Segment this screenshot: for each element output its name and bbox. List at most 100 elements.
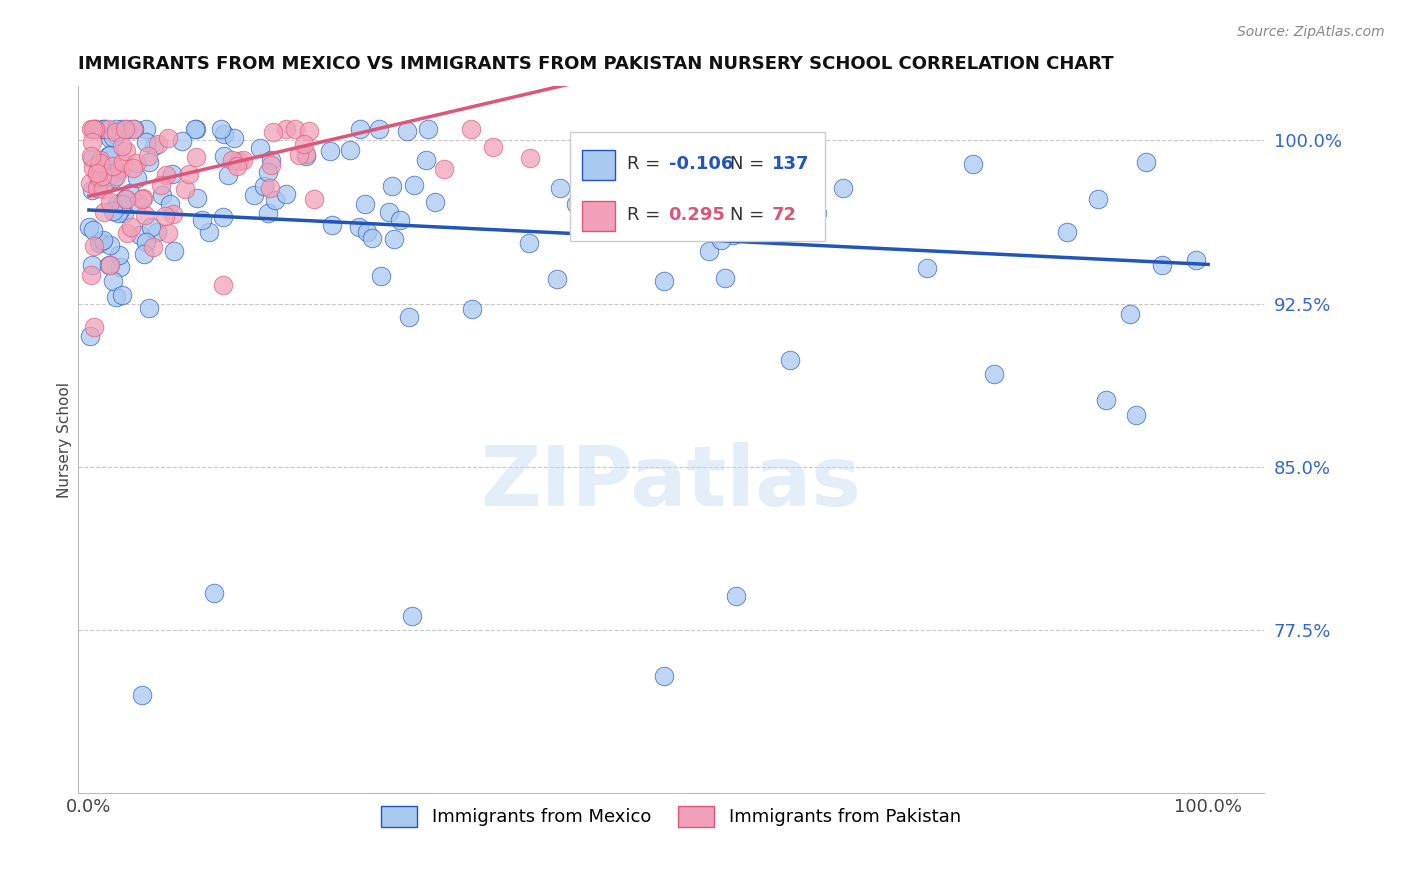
Point [295,149,318,163]
Point [87,179,110,194]
Point [983,368,1005,382]
Point [150,188,173,202]
Point [1056,225,1078,239]
Point [398,310,420,325]
Point [1152,258,1174,272]
Text: 0.295: 0.295 [668,205,725,224]
Point [257,206,280,220]
Point [714,271,737,285]
Point [131,193,153,207]
Point [115,226,138,240]
Point [212,278,235,293]
Point [779,190,801,204]
Point [108,203,131,218]
Point [321,219,343,233]
Point [80,258,103,272]
Point [77,220,100,235]
Point [111,122,134,136]
Point [93,122,115,136]
Point [298,124,321,138]
Point [156,131,179,145]
Point [222,131,245,145]
Point [125,170,148,185]
Point [107,206,129,220]
Point [1125,408,1147,422]
Point [136,149,159,163]
Point [127,196,149,211]
Point [221,153,243,167]
Point [304,192,326,206]
Point [725,590,748,604]
Text: R =: R = [627,154,666,173]
Point [401,609,423,624]
Point [134,208,156,222]
Point [482,140,505,154]
Point [433,162,456,177]
Point [150,178,173,193]
Point [288,148,311,162]
Point [202,586,225,600]
Text: ZIPatlas: ZIPatlas [481,442,862,523]
Point [142,240,165,254]
Point [404,178,426,193]
Point [626,200,648,214]
Point [367,122,389,136]
Point [228,154,250,169]
Point [1119,307,1142,321]
Point [97,149,120,163]
Point [89,153,111,168]
Point [186,191,208,205]
Point [339,143,361,157]
Point [630,219,652,233]
Point [103,274,125,288]
Point [460,122,482,136]
Point [209,122,232,136]
Point [115,193,138,207]
Point [184,122,207,136]
Point [125,156,148,170]
Point [91,182,114,196]
Point [212,127,235,141]
Point [292,136,315,151]
Point [90,235,112,250]
Point [186,150,208,164]
Point [134,247,156,261]
Point [259,181,281,195]
Point [264,193,287,207]
Point [600,212,623,227]
Point [89,169,111,184]
Point [779,209,801,223]
Point [131,689,153,703]
Point [157,226,180,240]
Point [135,235,157,249]
Point [83,319,105,334]
Point [217,169,239,183]
Point [806,205,828,219]
Point [79,268,101,282]
Point [89,161,111,175]
Point [249,141,271,155]
Text: Source: ZipAtlas.com: Source: ZipAtlas.com [1237,25,1385,39]
Point [155,169,177,183]
Point [1095,392,1118,407]
Point [461,301,484,316]
Point [274,187,297,202]
Point [962,157,984,171]
Point [104,128,127,143]
Point [197,225,219,239]
Point [262,125,284,139]
Point [370,268,392,283]
Point [128,227,150,242]
Point [382,232,405,246]
Point [423,195,446,210]
Point [82,152,104,166]
Point [174,181,197,195]
Point [415,153,437,167]
Point [652,274,675,288]
Point [114,145,136,159]
Point [101,130,124,145]
Point [915,261,938,276]
Point [82,135,104,149]
Point [86,165,108,179]
Point [710,233,733,247]
